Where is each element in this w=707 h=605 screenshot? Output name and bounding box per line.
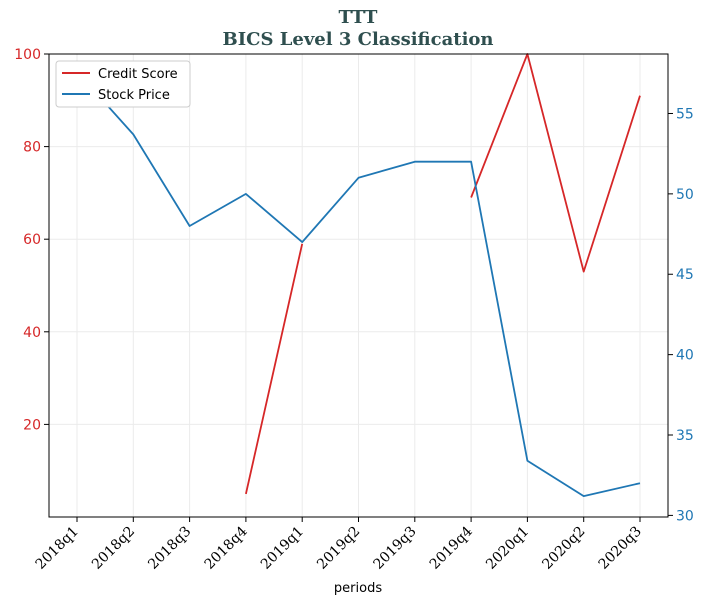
- x-tick-label: 2018q4: [202, 523, 251, 572]
- left-tick-label: 40: [23, 325, 41, 341]
- x-tick-label: 2020q1: [483, 524, 532, 573]
- right-tick-label: 30: [676, 508, 694, 524]
- x-tick-label: 2020q2: [539, 524, 588, 573]
- x-tick-label: 2018q2: [89, 524, 138, 573]
- x-tick-label: 2019q1: [258, 524, 307, 573]
- right-tick-label: 50: [676, 187, 694, 203]
- left-tick-label: 100: [14, 47, 41, 63]
- x-axis: 2018q1 2018q2 2018q3 2018q4 2019q1 2019q2 2019…: [33, 517, 645, 573]
- x-tick-label: 2019q4: [427, 523, 476, 572]
- right-axis: 30 35 40 45 50 55: [668, 106, 694, 524]
- left-tick-label: 60: [23, 232, 41, 248]
- right-tick-label: 55: [676, 106, 694, 122]
- legend: Credit Score Stock Price: [55, 60, 191, 108]
- left-axis: 20 40 60 80 100: [14, 47, 49, 433]
- x-tick-label: 2020q3: [596, 524, 645, 573]
- series-lines: [76, 53, 641, 497]
- grid: [49, 53, 668, 517]
- right-tick-label: 35: [676, 428, 694, 444]
- x-tick-label: 2018q3: [145, 524, 194, 573]
- legend-label-stock-price: Stock Price: [98, 88, 170, 103]
- left-tick-label: 80: [23, 140, 41, 156]
- right-tick-label: 45: [676, 267, 694, 283]
- series-line-credit-score: [245, 53, 641, 495]
- x-tick-label: 2019q3: [370, 524, 419, 573]
- x-axis-label: periods: [334, 581, 382, 596]
- chart-subtitle: BICS Level 3 Classification: [222, 29, 493, 50]
- x-tick-label: 2019q2: [314, 524, 363, 573]
- chart-title: TTT: [339, 7, 379, 28]
- x-tick-label: 2018q1: [33, 524, 82, 573]
- legend-label-credit-score: Credit Score: [98, 67, 178, 82]
- left-tick-label: 20: [23, 417, 41, 433]
- right-tick-label: 40: [676, 348, 694, 364]
- series-line-stock-price: [76, 71, 641, 497]
